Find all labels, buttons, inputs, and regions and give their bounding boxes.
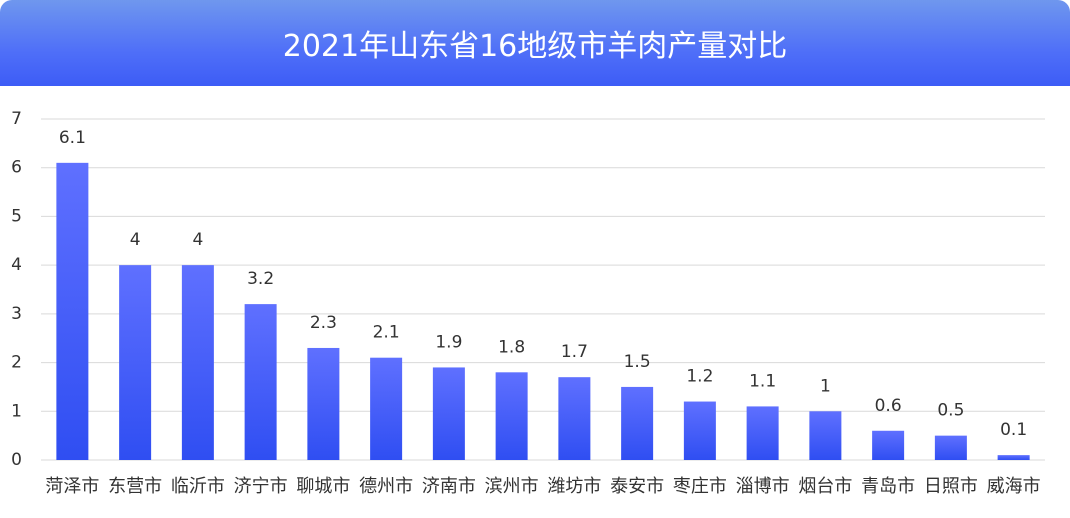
x-tick-label: 滨州市: [485, 476, 539, 497]
bar: [56, 162, 89, 461]
y-tick-label: 5: [11, 206, 22, 226]
value-label: 4: [192, 230, 203, 250]
y-tick-label: 6: [11, 158, 22, 178]
y-tick-label: 3: [11, 304, 22, 324]
value-label: 0.5: [937, 401, 964, 421]
bar: [934, 435, 967, 460]
x-tick-label: 泰安市: [610, 476, 664, 497]
bar: [181, 265, 214, 460]
y-tick-label: 2: [11, 353, 22, 373]
bar: [621, 386, 654, 460]
value-label: 1.1: [749, 371, 776, 391]
bar: [307, 347, 340, 460]
x-tick-label: 淄博市: [736, 476, 790, 497]
x-tick-label: 烟台市: [798, 476, 852, 497]
y-tick-label: 7: [11, 109, 22, 129]
value-label: 0.1: [1000, 420, 1027, 440]
x-tick-label: 济南市: [422, 476, 476, 497]
value-label: 1.2: [686, 367, 713, 387]
value-label: 2.1: [373, 323, 400, 343]
x-tick-label: 枣庄市: [673, 476, 727, 497]
bar: [683, 401, 716, 460]
x-tick-label: 济宁市: [234, 476, 288, 497]
x-tick-label: 临沂市: [171, 476, 225, 497]
y-tick-label: 1: [11, 401, 22, 421]
bar: [809, 411, 842, 460]
title-banner: 2021年山东省16地级市羊肉产量对比: [0, 0, 1070, 86]
x-tick-label: 菏泽市: [45, 476, 99, 497]
bar: [119, 265, 152, 460]
value-label: 4: [130, 230, 141, 250]
value-label: 1.9: [435, 332, 462, 352]
value-label: 1.5: [624, 352, 651, 372]
y-tick-label: 4: [11, 255, 22, 275]
bar: [872, 430, 905, 460]
x-tick-label: 潍坊市: [547, 476, 601, 497]
bar: [370, 357, 403, 460]
chart-title: 2021年山东省16地级市羊肉产量对比: [282, 29, 788, 64]
value-label: 1.8: [498, 337, 525, 357]
bar: [558, 377, 591, 460]
value-label: 1.7: [561, 342, 588, 362]
bar: [244, 304, 277, 460]
bar: [997, 455, 1030, 460]
value-label: 2.3: [310, 313, 337, 333]
value-label: 3.2: [247, 269, 274, 289]
value-label: 0.6: [875, 396, 902, 416]
x-tick-label: 聊城市: [296, 476, 350, 497]
x-tick-label: 青岛市: [861, 476, 915, 497]
x-tick-label: 东营市: [108, 476, 162, 497]
x-tick-label: 威海市: [987, 476, 1041, 497]
bar: [746, 406, 779, 460]
bar: [495, 372, 528, 460]
x-tick-label: 德州市: [359, 476, 413, 497]
value-label: 1: [820, 376, 831, 396]
y-tick-label: 0: [11, 450, 22, 470]
value-label: 6.1: [59, 128, 86, 148]
bar: [432, 367, 465, 460]
x-tick-label: 日照市: [924, 476, 978, 497]
